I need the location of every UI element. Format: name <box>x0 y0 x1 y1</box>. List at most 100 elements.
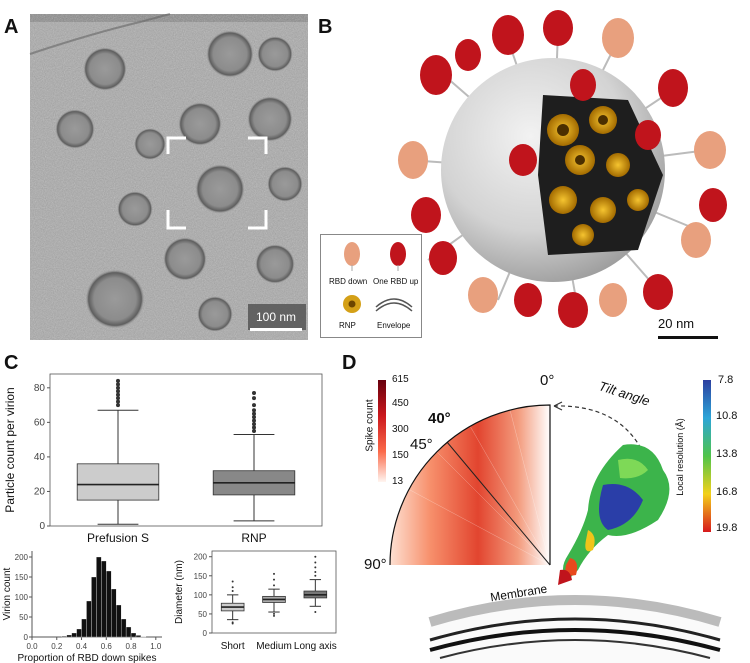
histogram-bar <box>76 628 82 638</box>
plot-frame <box>211 550 337 634</box>
outlier-point <box>231 580 234 583</box>
x-tick-label: 0.8 <box>125 642 137 651</box>
particle-count-boxplot: 0 20 40 60 80 Prefusion S RNP Particle count pe… <box>3 373 323 545</box>
histogram-bar <box>101 560 107 638</box>
y-tick-label: 0 <box>24 633 29 642</box>
outlier-point <box>252 429 256 433</box>
histogram-bar <box>86 600 92 638</box>
panel-label-a: A <box>4 16 19 38</box>
x-tick-label: 1.0 <box>150 642 162 651</box>
panel-label-c: C <box>4 352 19 374</box>
y-axis-title: Virion count <box>2 567 13 620</box>
category-label: Medium <box>256 641 292 652</box>
plot-frame <box>49 373 323 527</box>
virion-particles <box>55 30 303 332</box>
rbd-down-icon <box>344 242 360 271</box>
membrane-section <box>428 595 722 663</box>
x-tick-label: 0.4 <box>76 642 88 651</box>
outlier-point <box>116 382 120 387</box>
y-tick-label: 100 <box>15 593 29 602</box>
y-tick-label: 100 <box>194 591 208 600</box>
outlier-point <box>116 389 120 394</box>
structure-legend: RBD down One RBD up RNP Envelope <box>320 234 422 338</box>
y-axis-title: Diameter (nm) <box>174 560 185 624</box>
outlier-point <box>314 611 317 614</box>
scale-bar-a <box>250 328 302 331</box>
histogram-bar <box>111 588 117 638</box>
outlier-point <box>116 399 120 404</box>
y-tick-label: 0 <box>39 521 45 532</box>
outlier-point <box>116 403 120 408</box>
panel-label-d: D <box>342 352 357 374</box>
x-axis-title: Proportion of RBD down spikes <box>18 653 157 663</box>
x-tick-label: 0.2 <box>51 642 63 651</box>
outlier-point <box>116 392 120 397</box>
cbar-left-tick-150: 150 <box>392 450 409 461</box>
histogram-bar <box>61 636 67 638</box>
outlier-point <box>252 422 256 427</box>
cbar-left-tick-450: 450 <box>392 398 409 409</box>
tilt-angle-fan <box>389 404 551 566</box>
y-tick-label: 20 <box>34 486 46 497</box>
outlier-point <box>273 584 275 587</box>
category-label: RNP <box>241 531 266 545</box>
outlier-point <box>273 572 275 575</box>
histogram-bar <box>116 604 122 638</box>
histogram-bar <box>130 632 137 638</box>
outlier-point <box>231 590 234 593</box>
outlier-point <box>252 418 256 423</box>
histogram-bar <box>120 618 127 638</box>
outlier-point <box>314 555 317 558</box>
y-tick-label: 0 <box>203 629 208 638</box>
outlier-point <box>314 561 317 564</box>
cbar-right-tick-19.8: 19.8 <box>716 522 738 534</box>
scale-bar-a-label: 100 nm <box>256 310 297 324</box>
cbar-right-tick-13.8: 13.8 <box>716 448 738 460</box>
spike-proteins <box>398 10 727 328</box>
legend-rbd-down: RBD down <box>329 277 368 286</box>
spike-count-title: Spike count <box>364 399 376 452</box>
outlier-point <box>116 396 120 401</box>
histogram-bar <box>81 618 87 638</box>
outlier-point <box>273 614 275 617</box>
x-tick-label: 0.6 <box>101 642 113 651</box>
virion-model <box>398 10 727 339</box>
diameter-boxplot: 0 50 100 150 200 Short Medium Long axis Diameter… <box>174 550 337 652</box>
angle-label-45: 45° <box>410 436 433 453</box>
outlier-point <box>252 396 256 401</box>
tomogram-image <box>29 13 308 340</box>
resolution-colorbar <box>703 380 711 532</box>
angle-label-90: 90° <box>364 556 387 573</box>
histogram-bar <box>125 626 132 638</box>
outlier-point <box>252 391 256 395</box>
y-axis-title: Particle count per virion <box>3 387 17 512</box>
cbar-right-tick-16.8: 16.8 <box>716 486 738 498</box>
outlier-point <box>273 578 275 581</box>
resolution-title: Local resolution (Å) <box>675 418 685 496</box>
y-tick-label: 40 <box>34 452 46 463</box>
rnp-complexes <box>547 106 649 246</box>
legend-one-rbd-up: One RBD up <box>373 277 419 286</box>
outlier-point <box>231 621 234 624</box>
histogram-bar <box>135 635 142 638</box>
envelope-icon <box>375 298 413 312</box>
rbd-down-histogram: 0 50 100 150 200 0.0 0.2 0.4 0.6 0.8 1.0 Proportion… <box>2 551 162 663</box>
histogram-bar <box>96 556 102 638</box>
histogram-bar <box>91 576 97 638</box>
y-tick-label: 200 <box>194 553 208 562</box>
cbar-right-tick-10.8: 10.8 <box>716 410 738 422</box>
category-label: Short <box>221 641 245 652</box>
y-tick-label: 150 <box>15 573 29 582</box>
outlier-point <box>314 570 317 573</box>
cbar-left-tick-13: 13 <box>392 476 404 487</box>
scale-bar-b <box>658 336 718 339</box>
category-label: Long axis <box>294 641 337 652</box>
scale-bar-a-box <box>248 304 306 330</box>
y-tick-label: 50 <box>198 610 207 619</box>
y-tick-label: 200 <box>15 553 29 562</box>
spike-density-map <box>558 444 670 585</box>
outlier-point <box>252 415 256 420</box>
cbar-right-tick-7.8: 7.8 <box>718 374 734 386</box>
rnp-icon <box>343 295 361 313</box>
outlier-point <box>252 403 256 408</box>
